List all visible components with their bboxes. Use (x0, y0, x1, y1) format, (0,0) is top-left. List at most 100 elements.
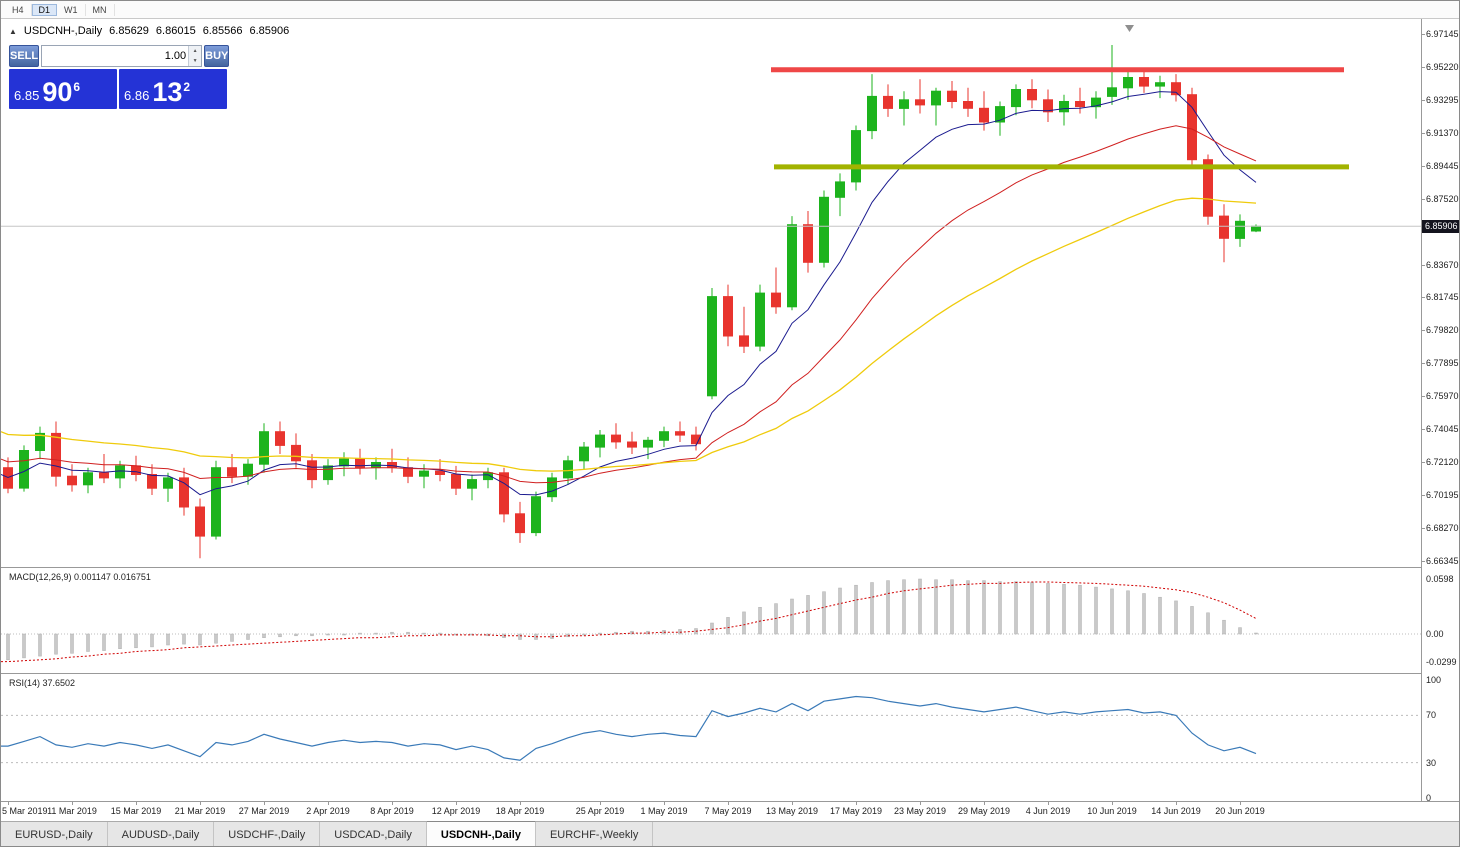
volume-input[interactable] (42, 46, 189, 66)
date-axis[interactable]: 5 Mar 2019 11 Mar 2019 15 Mar 2019 21 Mar 2… (1, 801, 1459, 821)
date-axis-tick (136, 802, 137, 805)
chart-title-row: ▲ USDCNH-,Daily 6.85629 6.86015 6.85566 6.859… (9, 25, 296, 37)
candle (643, 439, 653, 448)
chart-area: ▲ USDCNH-,Daily 6.85629 6.86015 6.85566 6.859… (1, 19, 1421, 567)
price-axis-tick (1422, 166, 1425, 167)
date-axis-tick (1112, 802, 1113, 805)
price-axis-tick (1422, 528, 1425, 529)
rsi-line (1, 695, 1257, 761)
candle (419, 470, 429, 477)
chart-tab-audusddaily[interactable]: AUDUSD-,Daily (107, 822, 215, 846)
timeframe-button-D1[interactable]: D1 (31, 3, 58, 16)
chart-tab-usdcnhdaily[interactable]: USDCNH-,Daily (426, 821, 536, 846)
date-axis-label: 18 Apr 2019 (495, 806, 545, 816)
one-click-trade-panel: SELL ▲ ▼ BUY 6.85 90 6 6.86 (9, 45, 230, 109)
price-axis[interactable]: 6.85906 6.97145 6.95220 6.93295 6.91370 6.89… (1421, 19, 1459, 803)
date-axis-label: 17 May 2019 (829, 806, 883, 816)
candle (819, 196, 829, 263)
candle (467, 479, 477, 489)
buy-price-point: 2 (183, 80, 191, 94)
date-axis-label: 1 May 2019 (640, 806, 688, 816)
price-axis-label: 6.97145 (1426, 29, 1459, 39)
candle (259, 431, 269, 465)
candle (131, 465, 141, 475)
candle (1059, 101, 1069, 113)
candle (227, 467, 237, 477)
volume-down-icon[interactable]: ▼ (189, 56, 202, 66)
current-price-tag: 6.85906 (1422, 220, 1459, 233)
candle (595, 434, 605, 448)
candle (1187, 94, 1197, 161)
price-axis-tick (1422, 265, 1425, 266)
candle (659, 431, 669, 441)
candle (963, 101, 973, 109)
candle (931, 90, 941, 106)
date-axis-tick (600, 802, 601, 805)
candle (147, 474, 157, 489)
collapse-panel-icon[interactable]: ▲ (9, 27, 17, 36)
rsi-axis-label: 70 (1426, 710, 1437, 720)
price-axis-label: 6.74045 (1426, 424, 1459, 434)
candle (1219, 215, 1229, 239)
macd-label: MACD(12,26,9) 0.001147 0.016751 (9, 572, 151, 582)
ohlc-low: 6.85566 (202, 25, 243, 37)
date-axis-label: 20 Jun 2019 (1215, 806, 1265, 816)
candle (547, 477, 557, 498)
buy-price-box[interactable]: 6.86 13 2 (119, 69, 227, 109)
date-axis-label: 14 Jun 2019 (1151, 806, 1201, 816)
candle (531, 496, 541, 534)
price-axis-label: 6.66345 (1426, 556, 1459, 566)
date-axis-tick (920, 802, 921, 805)
date-axis-tick (1240, 802, 1241, 805)
date-axis-label: 12 Apr 2019 (431, 806, 481, 816)
rsi-chart[interactable] (1, 674, 1421, 801)
timeframe-button-W1[interactable]: W1 (57, 3, 86, 16)
macd-chart[interactable] (1, 568, 1421, 673)
candle (611, 434, 621, 443)
chart-tab-usdchfdaily[interactable]: USDCHF-,Daily (214, 822, 321, 846)
chart-tab-eurusddaily[interactable]: EURUSD-,Daily (1, 822, 108, 846)
candle (1251, 225, 1261, 232)
date-axis-label: 7 May 2019 (704, 806, 752, 816)
candle (451, 474, 461, 489)
date-axis-tick (264, 802, 265, 805)
candle (947, 90, 957, 102)
candle (707, 296, 717, 397)
price-axis-label: 6.68270 (1426, 523, 1459, 533)
candle (755, 292, 765, 347)
candle (291, 444, 301, 462)
candle (723, 296, 733, 337)
candle (1171, 82, 1181, 96)
date-axis-tick (664, 802, 665, 805)
date-axis-label: 25 Apr 2019 (575, 806, 625, 816)
buy-button[interactable]: BUY (204, 45, 230, 67)
date-axis-tick (72, 802, 73, 805)
chart-tab-bar: EURUSD-,Daily AUDUSD-,Daily USDCHF-,Daily U… (1, 821, 1459, 846)
date-axis-tick (1048, 802, 1049, 805)
candle (691, 434, 701, 445)
timeframe-button-H4[interactable]: H4 (5, 3, 32, 16)
timeframe-button-MN[interactable]: MN (86, 3, 115, 16)
chart-tab-usdcaddaily[interactable]: USDCAD-,Daily (320, 822, 427, 846)
candle (1107, 87, 1117, 97)
sell-price-box[interactable]: 6.85 90 6 (9, 69, 117, 109)
candlestick-chart[interactable] (1, 19, 1421, 567)
date-axis-tick (856, 802, 857, 805)
date-axis-label: 11 Mar 2019 (47, 806, 97, 816)
candle (883, 95, 893, 109)
price-axis-tick (1422, 67, 1425, 68)
sell-button[interactable]: SELL (9, 45, 40, 67)
candle (307, 460, 317, 481)
candle (1091, 97, 1101, 108)
volume-up-icon[interactable]: ▲ (189, 46, 202, 56)
macd-axis-label: 0.0598 (1426, 574, 1454, 584)
chart-tab-eurchfweekly[interactable]: EURCHF-,Weekly (535, 822, 654, 846)
buy-price-whole: 6.86 (124, 88, 150, 103)
candle (899, 99, 909, 109)
date-axis-label: 2 Apr 2019 (306, 806, 350, 816)
price-axis-tick (1422, 34, 1425, 35)
candle (275, 431, 285, 446)
date-axis-tick (792, 802, 793, 805)
ma-20-line (1, 125, 1257, 484)
